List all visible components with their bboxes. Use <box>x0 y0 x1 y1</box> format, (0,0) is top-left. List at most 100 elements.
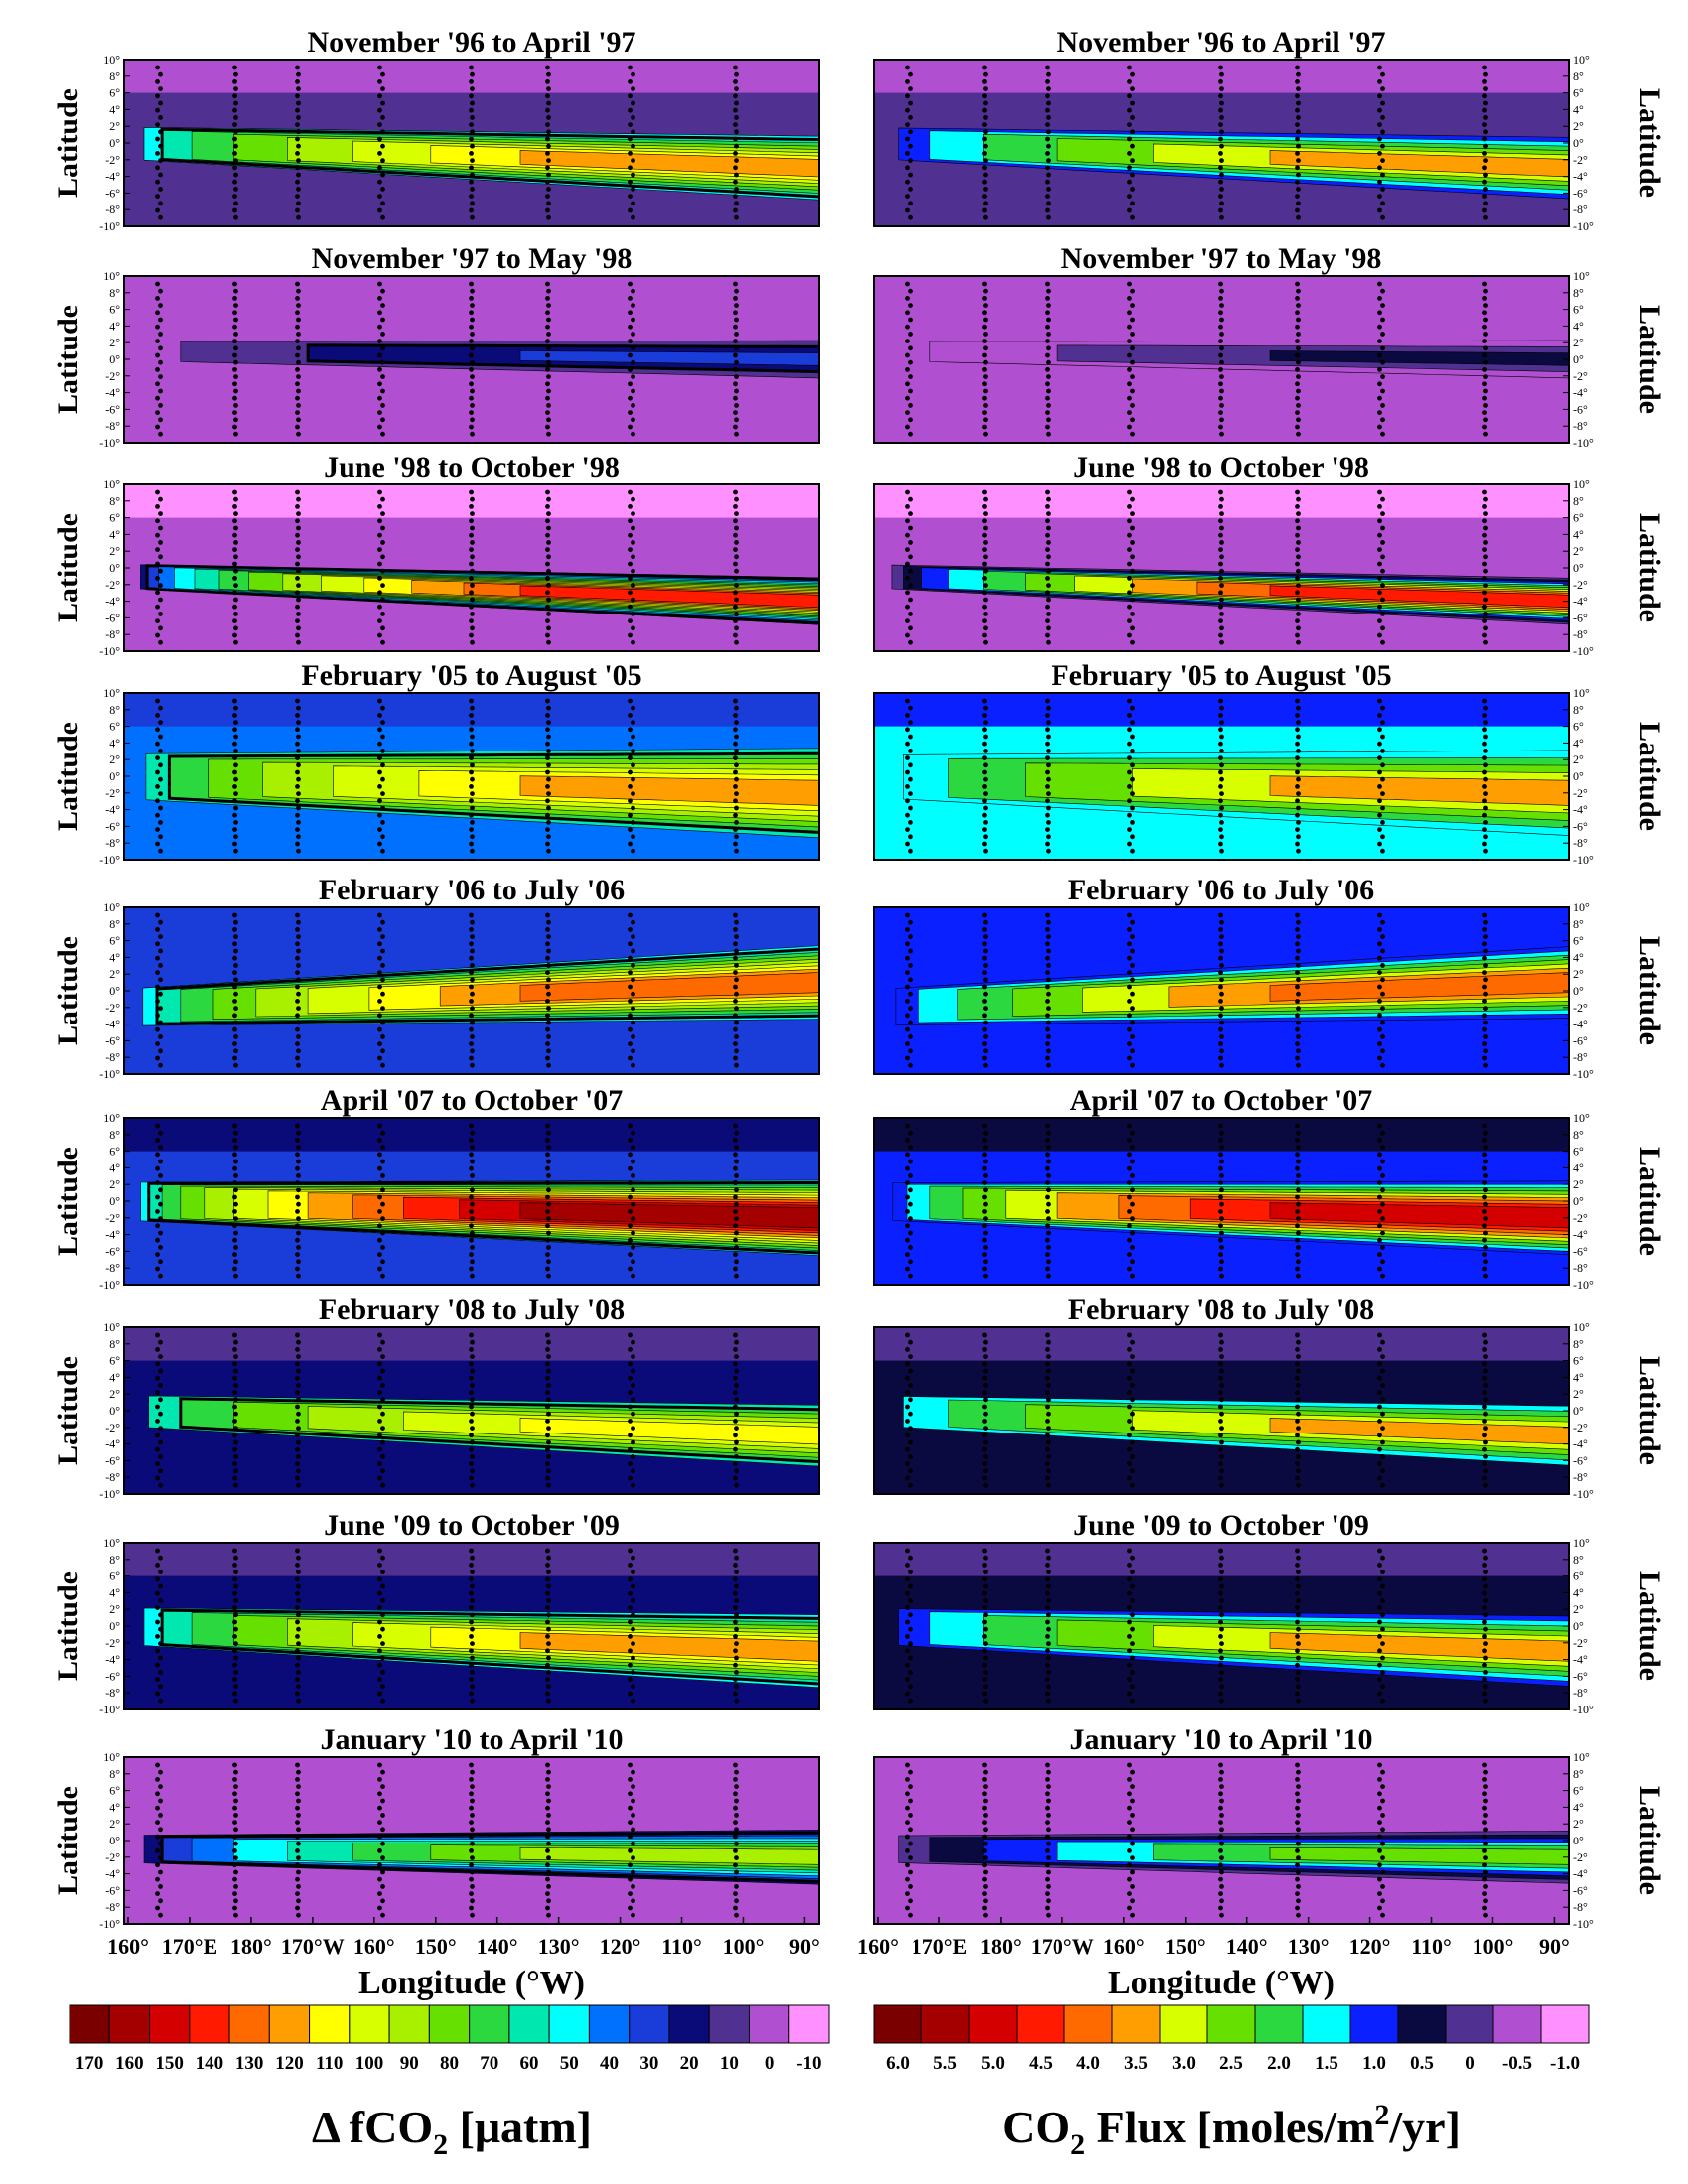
ship-track <box>155 698 163 854</box>
track-dot <box>1127 1820 1132 1825</box>
track-dot <box>1295 310 1300 316</box>
track-dot <box>1045 1152 1050 1158</box>
track-dot <box>1296 776 1301 782</box>
track-dot <box>734 1912 739 1918</box>
track-dot <box>733 310 738 316</box>
track-dot <box>1130 1641 1135 1646</box>
track-dot <box>1377 1165 1382 1171</box>
track-dot <box>296 1273 301 1279</box>
track-dot <box>1219 172 1224 178</box>
track-dot <box>1218 604 1223 610</box>
track-dot <box>232 1375 237 1381</box>
track-dot <box>1377 122 1382 127</box>
track-dot <box>380 791 385 796</box>
track-dot <box>1377 1662 1382 1668</box>
track-dot <box>1482 1209 1487 1214</box>
track-dot <box>377 1777 382 1782</box>
track-dot <box>628 1026 633 1032</box>
track-dot <box>233 734 238 740</box>
ship-track <box>628 281 635 437</box>
lat-tick-label: 4° <box>109 1370 120 1384</box>
track-dot <box>377 1194 382 1200</box>
track-dot <box>1483 1884 1488 1889</box>
track-dot <box>1130 977 1135 983</box>
track-dot <box>296 1339 301 1345</box>
track-dot <box>1218 618 1223 623</box>
track-dot <box>734 71 739 77</box>
track-dot <box>734 1159 739 1164</box>
track-dot <box>470 1383 475 1388</box>
track-dot <box>155 1194 160 1200</box>
track-dot <box>628 1123 633 1129</box>
track-dot <box>1295 1390 1300 1395</box>
track-dot <box>1296 1230 1301 1236</box>
track-dot <box>734 496 739 502</box>
lon-tick-label: 150° <box>1165 1934 1206 1959</box>
lat-tick-label: -6° <box>1573 1669 1588 1683</box>
track-dot <box>155 1475 160 1481</box>
track-dot <box>545 207 550 213</box>
lat-tick-label: -2° <box>105 1850 120 1864</box>
track-dot <box>295 1691 300 1697</box>
track-dot <box>1377 352 1382 358</box>
track-dot <box>470 991 475 997</box>
lat-tick-label: 4° <box>1573 1370 1584 1384</box>
track-dot <box>380 71 385 77</box>
track-dot <box>1130 934 1135 939</box>
panel-dfco2-6: February '08 to July '0810°8°6°4°2°0°-2°… <box>52 1294 820 1501</box>
track-dot <box>377 1805 382 1811</box>
colorbar-swatch <box>1492 2004 1542 2044</box>
track-dot <box>155 1691 160 1697</box>
track-dot <box>546 1130 551 1136</box>
track-dot <box>1483 1641 1488 1646</box>
track-dot <box>1482 1375 1487 1381</box>
track-dot <box>545 798 550 804</box>
track-dot <box>1377 912 1382 918</box>
track-dot <box>905 590 910 596</box>
track-dot <box>1127 93 1132 99</box>
track-dot <box>1045 136 1050 142</box>
colorbar-swatch <box>508 2004 550 2044</box>
track-dot <box>295 1634 300 1639</box>
ship-track <box>1377 912 1385 1068</box>
track-dot <box>380 86 385 91</box>
track-dot <box>1377 1180 1382 1185</box>
lat-tick-label: -10° <box>99 1278 120 1292</box>
track-dot <box>377 367 382 372</box>
track-dot <box>296 1869 301 1875</box>
track-dot <box>982 927 987 932</box>
track-dot <box>1377 1548 1382 1554</box>
lat-tick-label: 10° <box>103 1111 120 1125</box>
track-dot <box>905 1634 910 1639</box>
track-dot <box>908 848 913 854</box>
track-dot <box>233 86 238 91</box>
track-dot <box>628 1223 633 1229</box>
track-dot <box>631 612 635 616</box>
track-dot <box>469 1194 474 1200</box>
ship-track <box>469 65 475 220</box>
lat-tick-label: 2° <box>1573 1387 1584 1401</box>
track-dot <box>1127 984 1132 990</box>
track-dot <box>469 798 474 804</box>
track-dot <box>469 1891 474 1896</box>
track-dot <box>1046 1273 1051 1279</box>
track-dot <box>233 1173 238 1178</box>
track-dot <box>1482 632 1487 638</box>
track-dot <box>377 65 382 70</box>
track-dot <box>1380 1145 1385 1150</box>
track-dot <box>1127 1590 1132 1596</box>
track-dot <box>1219 1827 1224 1833</box>
track-dot <box>1296 1612 1301 1618</box>
track-dot <box>733 1848 738 1853</box>
track-dot <box>1482 1138 1487 1143</box>
track-dot <box>1218 1634 1223 1639</box>
ship-track <box>1482 1548 1488 1704</box>
track-dot <box>631 1439 635 1445</box>
track-dot <box>905 410 910 415</box>
colorbar-label: 50 <box>560 2053 579 2074</box>
track-dot <box>546 1439 551 1445</box>
track-dot <box>155 504 160 509</box>
track-dot <box>1219 431 1224 437</box>
ship-track <box>733 1762 739 1918</box>
track-dot <box>1295 955 1300 961</box>
